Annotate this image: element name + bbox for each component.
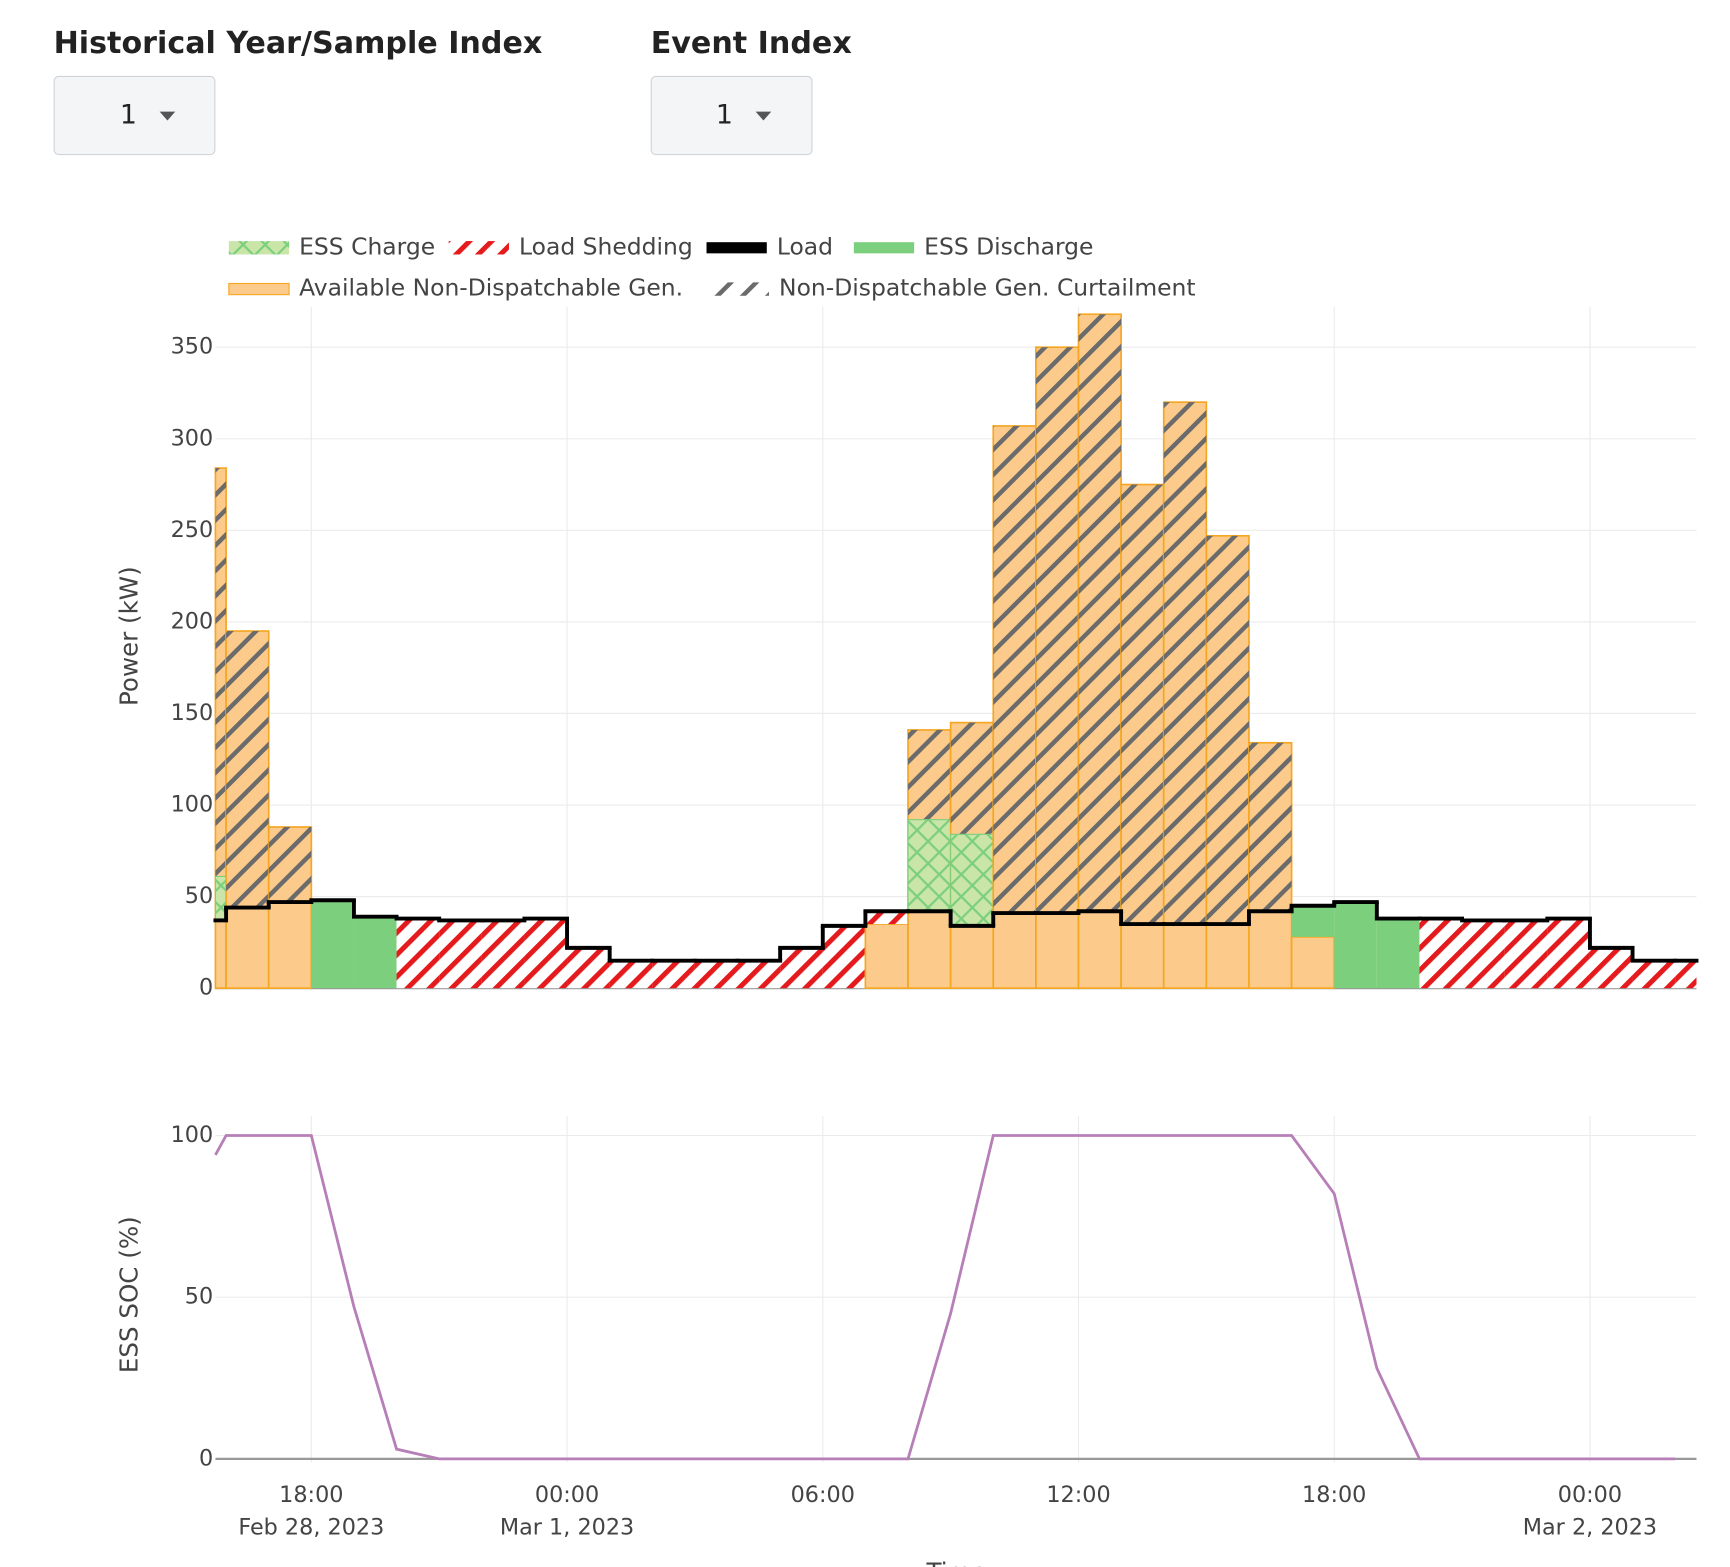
- legend-label: ESS Charge: [299, 232, 435, 260]
- y-axis-title: Power (kW): [115, 566, 144, 706]
- area-segment: [865, 911, 909, 925]
- y-tick-label: 300: [171, 425, 214, 451]
- legend-label: Load: [777, 232, 833, 260]
- legend-swatch: [708, 282, 770, 296]
- y-tick-label: 100: [171, 1122, 214, 1148]
- x-tick-date: Mar 2, 2023: [1523, 1514, 1657, 1540]
- area-segment: [694, 960, 738, 989]
- dropdown-label: Historical Year/Sample Index: [54, 26, 543, 61]
- area-segment: [907, 819, 952, 912]
- area-segment: [268, 826, 312, 903]
- area-segment: [864, 923, 909, 989]
- area-segment: [1632, 960, 1676, 989]
- area-segment: [1078, 314, 1122, 912]
- area-segment: [524, 918, 568, 989]
- x-tick-label: 00:00: [535, 1482, 599, 1508]
- y-tick-label: 0: [199, 1445, 213, 1471]
- area-segment: [780, 947, 823, 989]
- legend-label: Available Non-Dispatchable Gen.: [299, 274, 683, 302]
- y-tick-label: 50: [185, 883, 213, 909]
- area-segment: [1589, 947, 1633, 989]
- area-segment: [1035, 347, 1079, 914]
- y-axis-title: ESS SOC (%): [115, 1216, 144, 1373]
- dropdown-label: Event Index: [651, 26, 852, 61]
- area-segment: [1462, 920, 1505, 989]
- area-segment: [396, 918, 440, 989]
- x-tick-date: Mar 1, 2023: [500, 1514, 634, 1540]
- area-segment: [439, 920, 482, 989]
- area-segment: [567, 947, 610, 989]
- area-segment: [215, 468, 227, 877]
- area-segment: [950, 833, 994, 927]
- y-tick-label: 150: [171, 700, 214, 726]
- legend-label: Non-Dispatchable Gen. Curtailment: [779, 274, 1196, 302]
- area-segment: [1163, 402, 1207, 925]
- y-tick-label: 50: [185, 1284, 213, 1310]
- dropdown-group: Historical Year/Sample Index 1 Event Ind…: [53, 26, 852, 156]
- area-segment: [1121, 484, 1164, 925]
- x-tick-label: 18:00: [1302, 1482, 1366, 1508]
- area-segment: [822, 925, 866, 989]
- x-tick-label: 06:00: [791, 1482, 855, 1508]
- legend-swatch: [228, 282, 290, 296]
- legend-swatch: [706, 242, 767, 254]
- area-segment: [1206, 535, 1249, 925]
- y-tick-label: 0: [199, 975, 213, 1001]
- area-segment: [1334, 902, 1377, 989]
- x-tick-label: 00:00: [1558, 1482, 1622, 1508]
- dropdown[interactable]: [650, 75, 813, 156]
- legend-swatch: [228, 241, 290, 255]
- area-segment: [950, 722, 994, 835]
- area-segment: [1675, 960, 1697, 989]
- area-segment: [1291, 905, 1335, 937]
- y-tick-label: 200: [171, 608, 214, 634]
- soc-line: [214, 1134, 1676, 1461]
- area-segment: [1376, 918, 1420, 989]
- dropdown-value[interactable]: 1: [716, 100, 733, 131]
- dropdown[interactable]: [53, 75, 216, 156]
- x-tick-date: Feb 28, 2023: [238, 1514, 384, 1540]
- legend-swatch: [853, 242, 915, 254]
- x-tick-label: 18:00: [279, 1482, 343, 1508]
- legend-label: Load Shedding: [519, 232, 693, 260]
- area-segment: [353, 916, 397, 989]
- area-segment: [1419, 918, 1463, 989]
- area-segment: [993, 425, 1036, 914]
- area-segment: [1248, 742, 1292, 912]
- y-tick-label: 100: [171, 792, 214, 818]
- area-segment: [1547, 918, 1590, 989]
- area-segment: [481, 920, 525, 989]
- dropdown-value[interactable]: 1: [120, 100, 137, 131]
- x-tick-label: 12:00: [1046, 1482, 1110, 1508]
- dropdown-caret[interactable]: [159, 111, 176, 121]
- chart: 18:00 Feb 28, 2023 00:00 Mar 1, 2023 06:00 12…: [171, 1116, 1697, 1540]
- y-tick-label: 350: [171, 334, 214, 360]
- area-segment: [1504, 920, 1548, 989]
- area-segment: [311, 900, 354, 989]
- area-segment: [226, 631, 269, 908]
- area-segment: [609, 960, 653, 989]
- legend-label: ESS Discharge: [924, 232, 1093, 260]
- area-segment: [1290, 936, 1336, 989]
- x-axis-title: Time: [925, 1558, 986, 1567]
- area-segment: [908, 729, 951, 820]
- area-segment: [737, 960, 781, 989]
- chart: 0 50 100 150 200 250 300 350 ESS Charge Load Shed…: [171, 232, 1699, 1001]
- y-tick-label: 250: [171, 517, 214, 543]
- dropdown-caret[interactable]: [755, 111, 772, 121]
- legend-swatch: [448, 241, 509, 255]
- area-segment: [652, 960, 695, 989]
